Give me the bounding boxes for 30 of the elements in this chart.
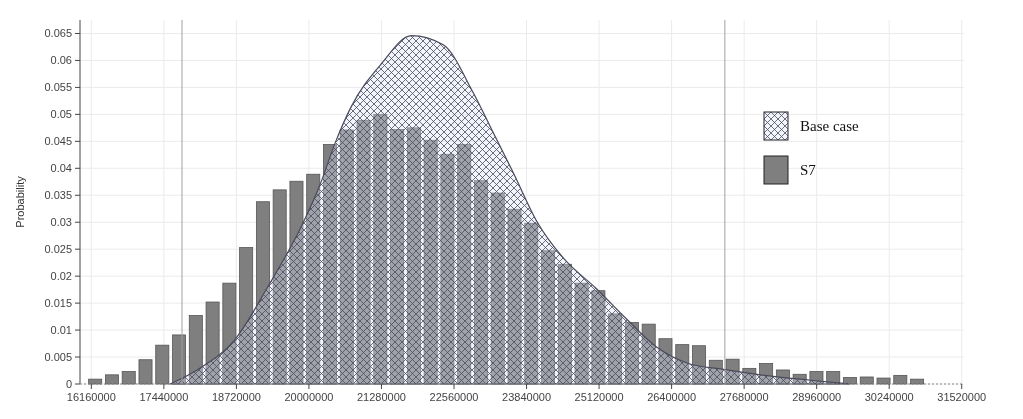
x-tick-label: 20000000 [284,391,334,403]
x-tick-label: 30240000 [864,391,914,403]
y-tick-label: 0.045 [44,135,72,148]
legend-label: Base case [800,118,860,134]
x-tick-label: 21280000 [356,391,406,403]
y-axis-title: Probability [14,175,26,228]
x-tick-label: 27680000 [719,391,769,403]
x-tick-label: 25120000 [574,391,624,403]
y-tick-label: 0.015 [44,296,72,309]
x-tick-label: 31520000 [937,391,987,403]
y-tick-label: 0.03 [50,216,72,229]
x-tick-label: 23840000 [502,391,552,403]
y-tick-label: 0.055 [44,81,72,94]
y-tick-label: 0.01 [50,323,72,336]
y-tick-label: 0.02 [50,270,72,282]
y-tick-label: 0.05 [50,108,72,121]
y-tick-label: 0.04 [50,162,72,175]
y-tick-label: 0.025 [44,243,72,256]
y-tick-label: 0.005 [44,350,72,363]
y-tick-label: 0.065 [44,27,72,40]
x-tick-label: 22560000 [429,391,479,403]
x-tick-label: 26400000 [647,391,697,403]
y-tick-label: 0.035 [44,189,72,202]
y-tick-label: 0 [65,377,72,390]
x-tick-label: 28960000 [792,391,842,403]
x-tick-label: 18720000 [211,391,261,403]
legend-label: S7 [800,162,817,178]
y-tick-label: 0.06 [50,54,72,67]
x-tick-label: 17440000 [139,391,189,403]
x-tick-label: 16160000 [66,391,116,403]
